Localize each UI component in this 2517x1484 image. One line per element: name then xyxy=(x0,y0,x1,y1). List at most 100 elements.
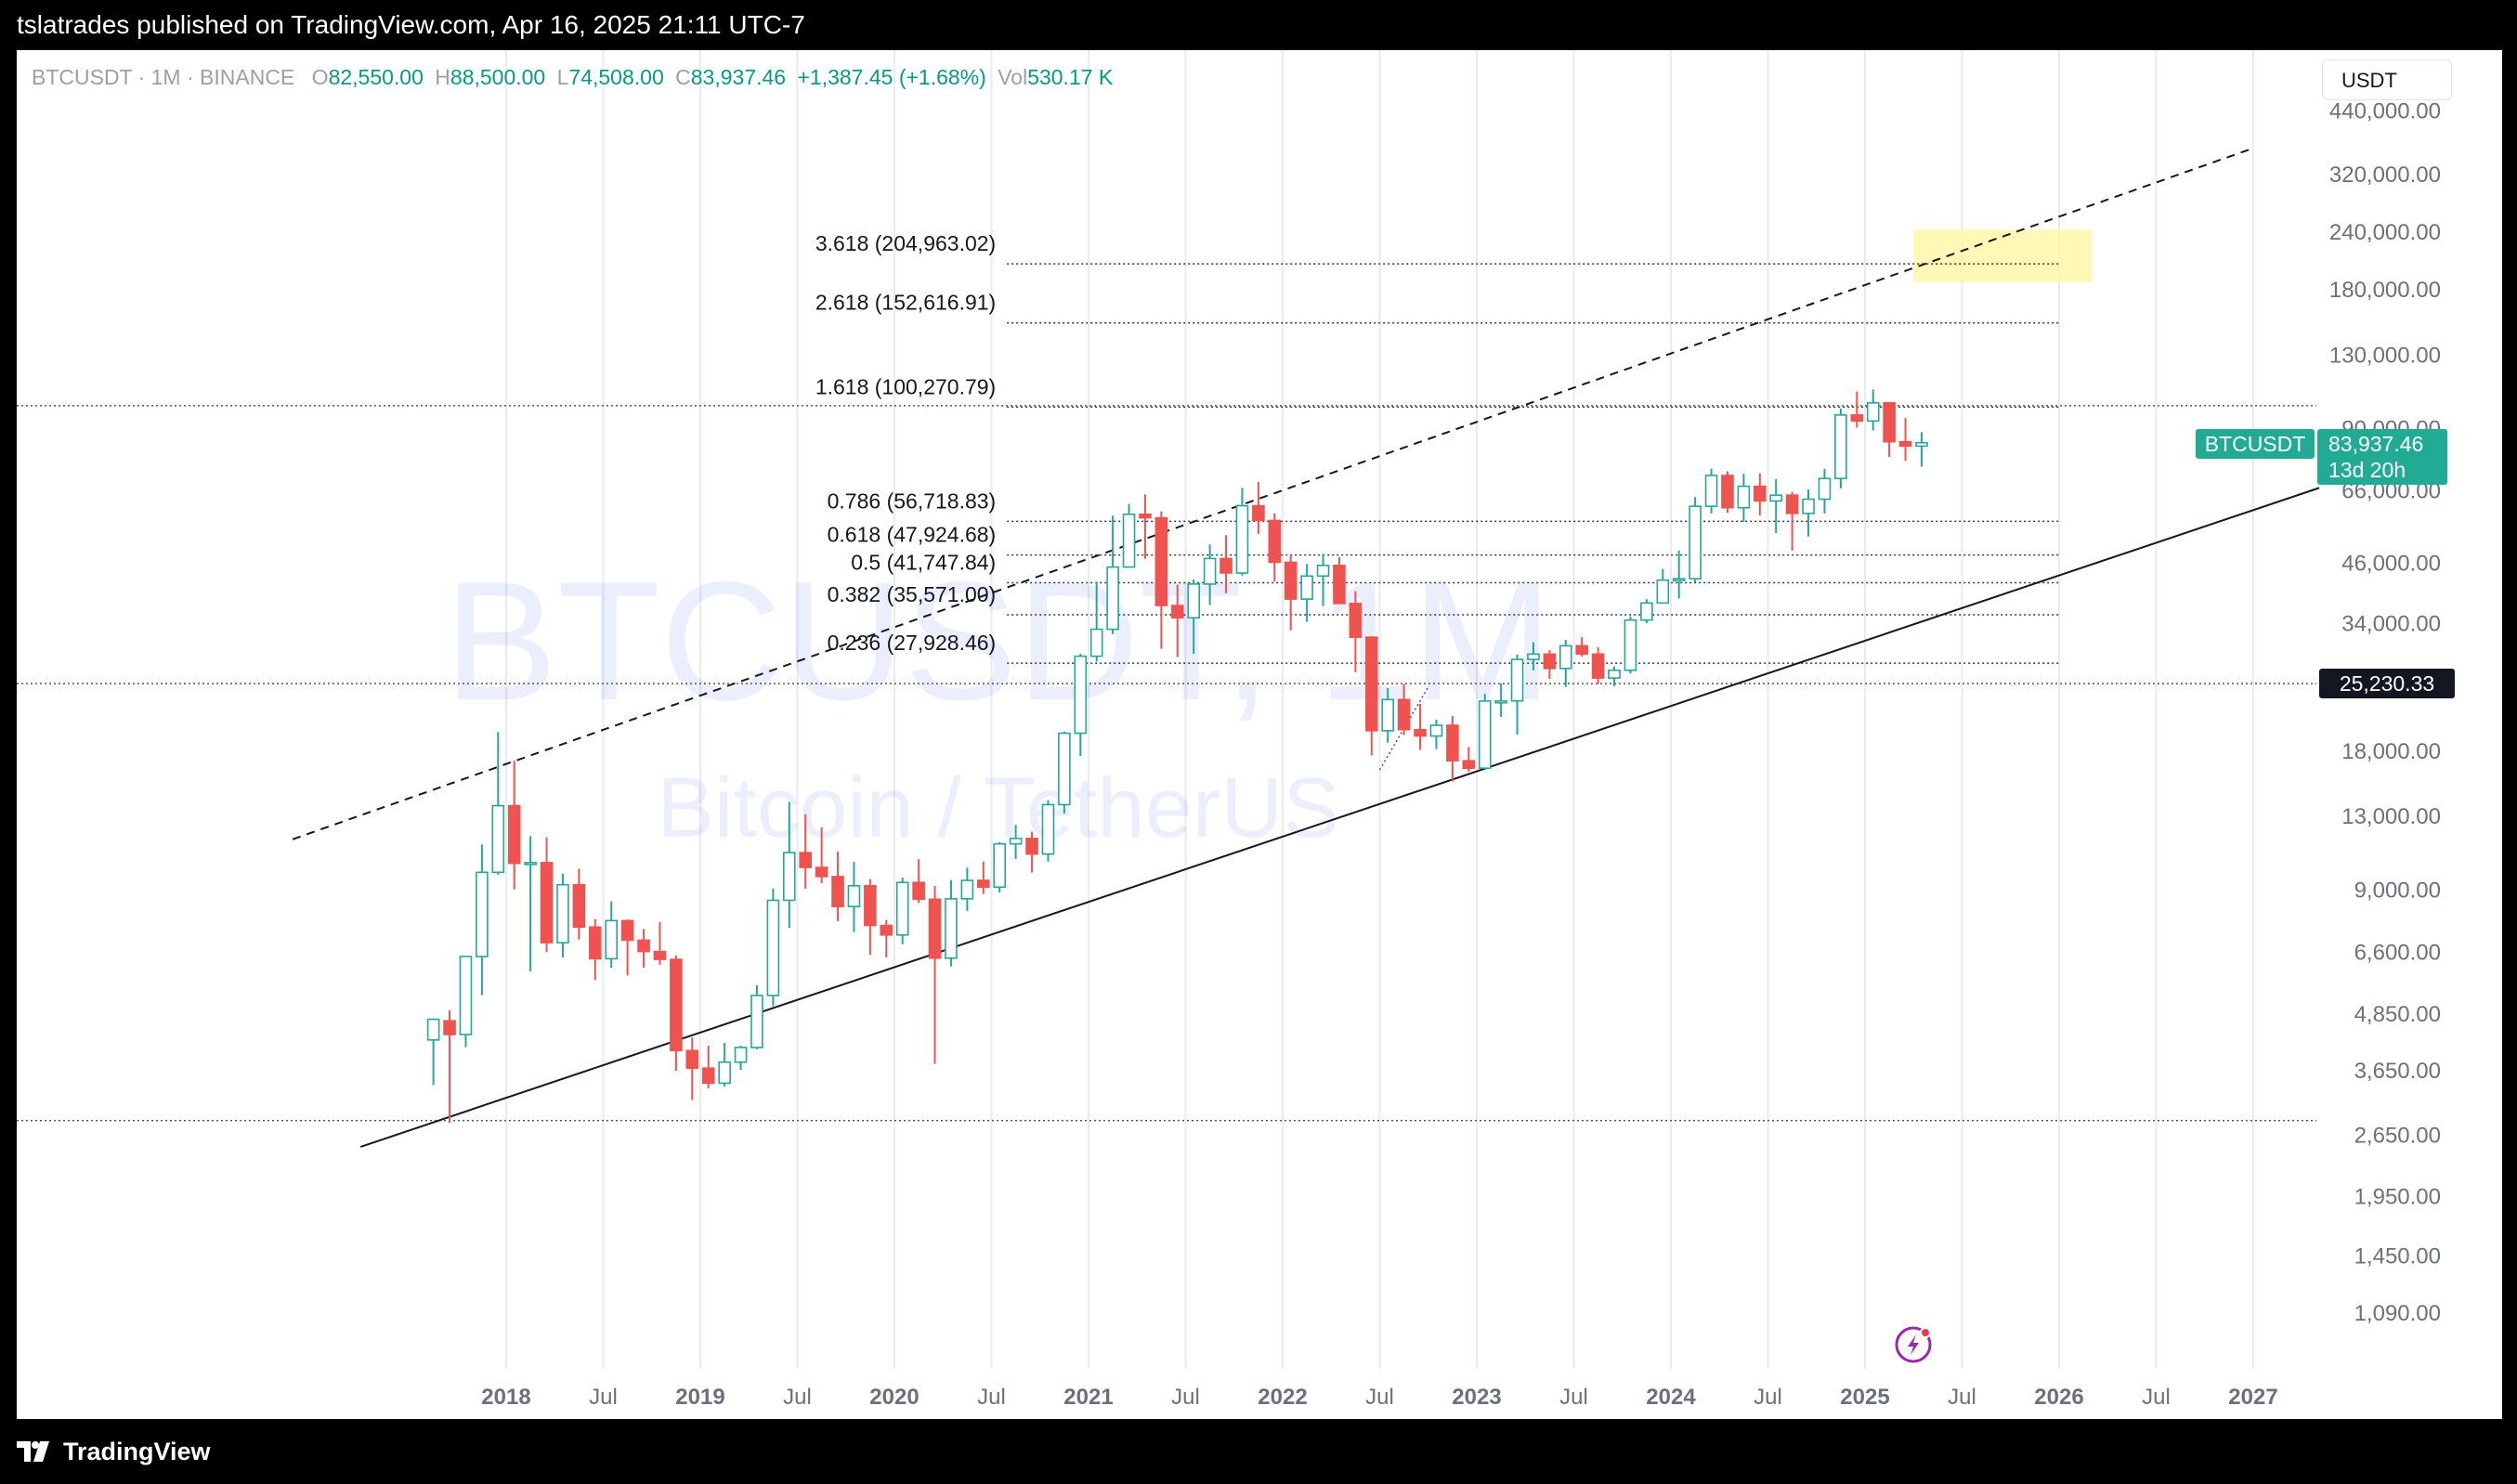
candle xyxy=(507,761,521,890)
candle xyxy=(670,955,683,1072)
price-tick-label: 46,000.00 xyxy=(2341,552,2441,577)
time-axis[interactable]: 2018 Jul 2019 Jul 2020 Jul 2021 Jul 2022 Jul 2023 J… xyxy=(481,1385,2277,1410)
price-tick-label: 1,450.00 xyxy=(2354,1243,2441,1269)
candle xyxy=(1753,473,1767,516)
tradingview-logo[interactable]: TradingView xyxy=(17,1419,211,1484)
legend-change: +1,387.45 (+1.68%) xyxy=(797,65,986,89)
candle-body xyxy=(945,898,958,959)
candle-body xyxy=(1591,653,1605,679)
candle xyxy=(1656,568,1670,605)
fib-extension[interactable]: 3.618 (204,963.02) 2.618 (152,616.91) 1.61… xyxy=(815,231,2059,664)
price-tag-bg xyxy=(2317,429,2447,485)
candle xyxy=(1672,551,1686,599)
axis-tags: BTCUSDT 83,937.46 13d 20h 25,230.33 xyxy=(2196,429,2455,698)
candle-body xyxy=(960,879,974,900)
footer-bar: TradingView xyxy=(0,1419,2517,1484)
candle-body xyxy=(459,956,473,1035)
candle xyxy=(701,1046,715,1088)
candle xyxy=(880,919,893,957)
candle-body xyxy=(1381,698,1395,732)
trendline-upper xyxy=(292,147,2254,840)
crosshair-tag-bg xyxy=(2319,669,2455,698)
fib-level-label: 0.382 (35,571.00) xyxy=(828,582,997,606)
price-tick-label: 6,600.00 xyxy=(2354,940,2441,965)
candle xyxy=(620,919,634,976)
candle-body xyxy=(1154,516,1168,606)
candle-body xyxy=(1802,498,1815,514)
candle-body xyxy=(1785,494,1799,514)
price-axis[interactable]: 440,000.00 320,000.00 240,000.00 180,000.00… xyxy=(2329,98,2441,1326)
price-tick-label: 440,000.00 xyxy=(2329,98,2441,124)
time-tick-label: 2024 xyxy=(1646,1385,1696,1410)
fib-level-label: 0.5 (41,747.84) xyxy=(851,550,996,574)
candle xyxy=(1802,488,1815,537)
candle-body xyxy=(1333,565,1346,605)
candle-body xyxy=(1543,653,1557,670)
price-tick-label: 320,000.00 xyxy=(2329,163,2441,188)
lightning-icon[interactable] xyxy=(1895,1326,1932,1363)
price-tick-label: 18,000.00 xyxy=(2341,739,2441,764)
candle-body xyxy=(1252,504,1265,522)
price-tag-symbol-bg xyxy=(2196,429,2315,459)
time-tick-label: 2025 xyxy=(1840,1385,1889,1410)
candle xyxy=(1203,544,1217,605)
candle xyxy=(637,929,650,969)
candle xyxy=(1009,825,1023,859)
candle-body xyxy=(620,919,634,942)
candle-body xyxy=(766,899,780,996)
candle-body xyxy=(556,883,569,944)
candle xyxy=(1284,554,1298,631)
candle xyxy=(782,801,796,929)
fib-level-label: 3.618 (204,963.02) xyxy=(815,231,996,255)
candle xyxy=(524,836,537,971)
candle-body xyxy=(750,995,763,1048)
time-tick-label: Jul xyxy=(1559,1385,1588,1410)
time-tick-label: Jul xyxy=(2142,1385,2171,1410)
currency-unit-button[interactable]: USDT xyxy=(2322,59,2452,100)
symbol-legend[interactable]: BTCUSDT · 1M · BINANCE O82,550.00 H88,50… xyxy=(32,65,1113,90)
candle xyxy=(718,1043,731,1087)
candle-body xyxy=(426,1018,440,1041)
candle xyxy=(1074,653,1088,757)
candle xyxy=(1558,639,1572,687)
candle-body xyxy=(1834,414,1847,480)
candle-body xyxy=(799,852,813,868)
legend-symbol[interactable]: BTCUSDT · 1M · BINANCE xyxy=(32,65,295,89)
footer-brand: TradingView xyxy=(63,1437,211,1465)
candle-body xyxy=(1364,636,1378,732)
candle-body xyxy=(1510,658,1524,702)
chart-canvas[interactable]: BTCUSDT, 1M Bitcoin / TetherUS 3.618 (20… xyxy=(17,50,2502,1419)
candle xyxy=(1689,497,1702,582)
candle xyxy=(1058,731,1071,814)
chart-frame[interactable]: BTCUSDT, 1M Bitcoin / TetherUS 3.618 (20… xyxy=(17,50,2502,1419)
time-tick-label: Jul xyxy=(1171,1385,1200,1410)
crosshair-tag-value: 25,230.33 xyxy=(2340,671,2434,696)
price-tick-label: 240,000.00 xyxy=(2329,220,2441,245)
price-tick-label: 2,650.00 xyxy=(2354,1123,2441,1148)
candle-body xyxy=(1349,603,1363,638)
candle xyxy=(1333,556,1346,605)
candle xyxy=(1640,599,1653,624)
candle-body xyxy=(1170,605,1184,619)
candle-body xyxy=(718,1061,731,1085)
candle-body xyxy=(1915,441,1928,448)
candle xyxy=(799,814,813,889)
candle-body xyxy=(1397,698,1411,731)
target-zone[interactable] xyxy=(1913,229,2093,282)
candle-body xyxy=(1656,579,1670,605)
candle-body xyxy=(1624,618,1637,671)
candle-body xyxy=(993,842,1007,889)
candle-body xyxy=(476,871,489,957)
candle-body xyxy=(507,804,521,865)
candle-body xyxy=(782,852,796,902)
time-tick-label: Jul xyxy=(977,1385,1006,1410)
price-tick-label: 180,000.00 xyxy=(2329,278,2441,303)
candle xyxy=(1462,747,1476,772)
candle-body xyxy=(1074,655,1088,735)
candle-body xyxy=(491,804,505,874)
candle-body xyxy=(976,879,990,889)
candle-body xyxy=(524,862,537,866)
candle xyxy=(1300,564,1313,622)
time-tick-label: Jul xyxy=(1754,1385,1782,1410)
candle-body xyxy=(1527,653,1540,660)
